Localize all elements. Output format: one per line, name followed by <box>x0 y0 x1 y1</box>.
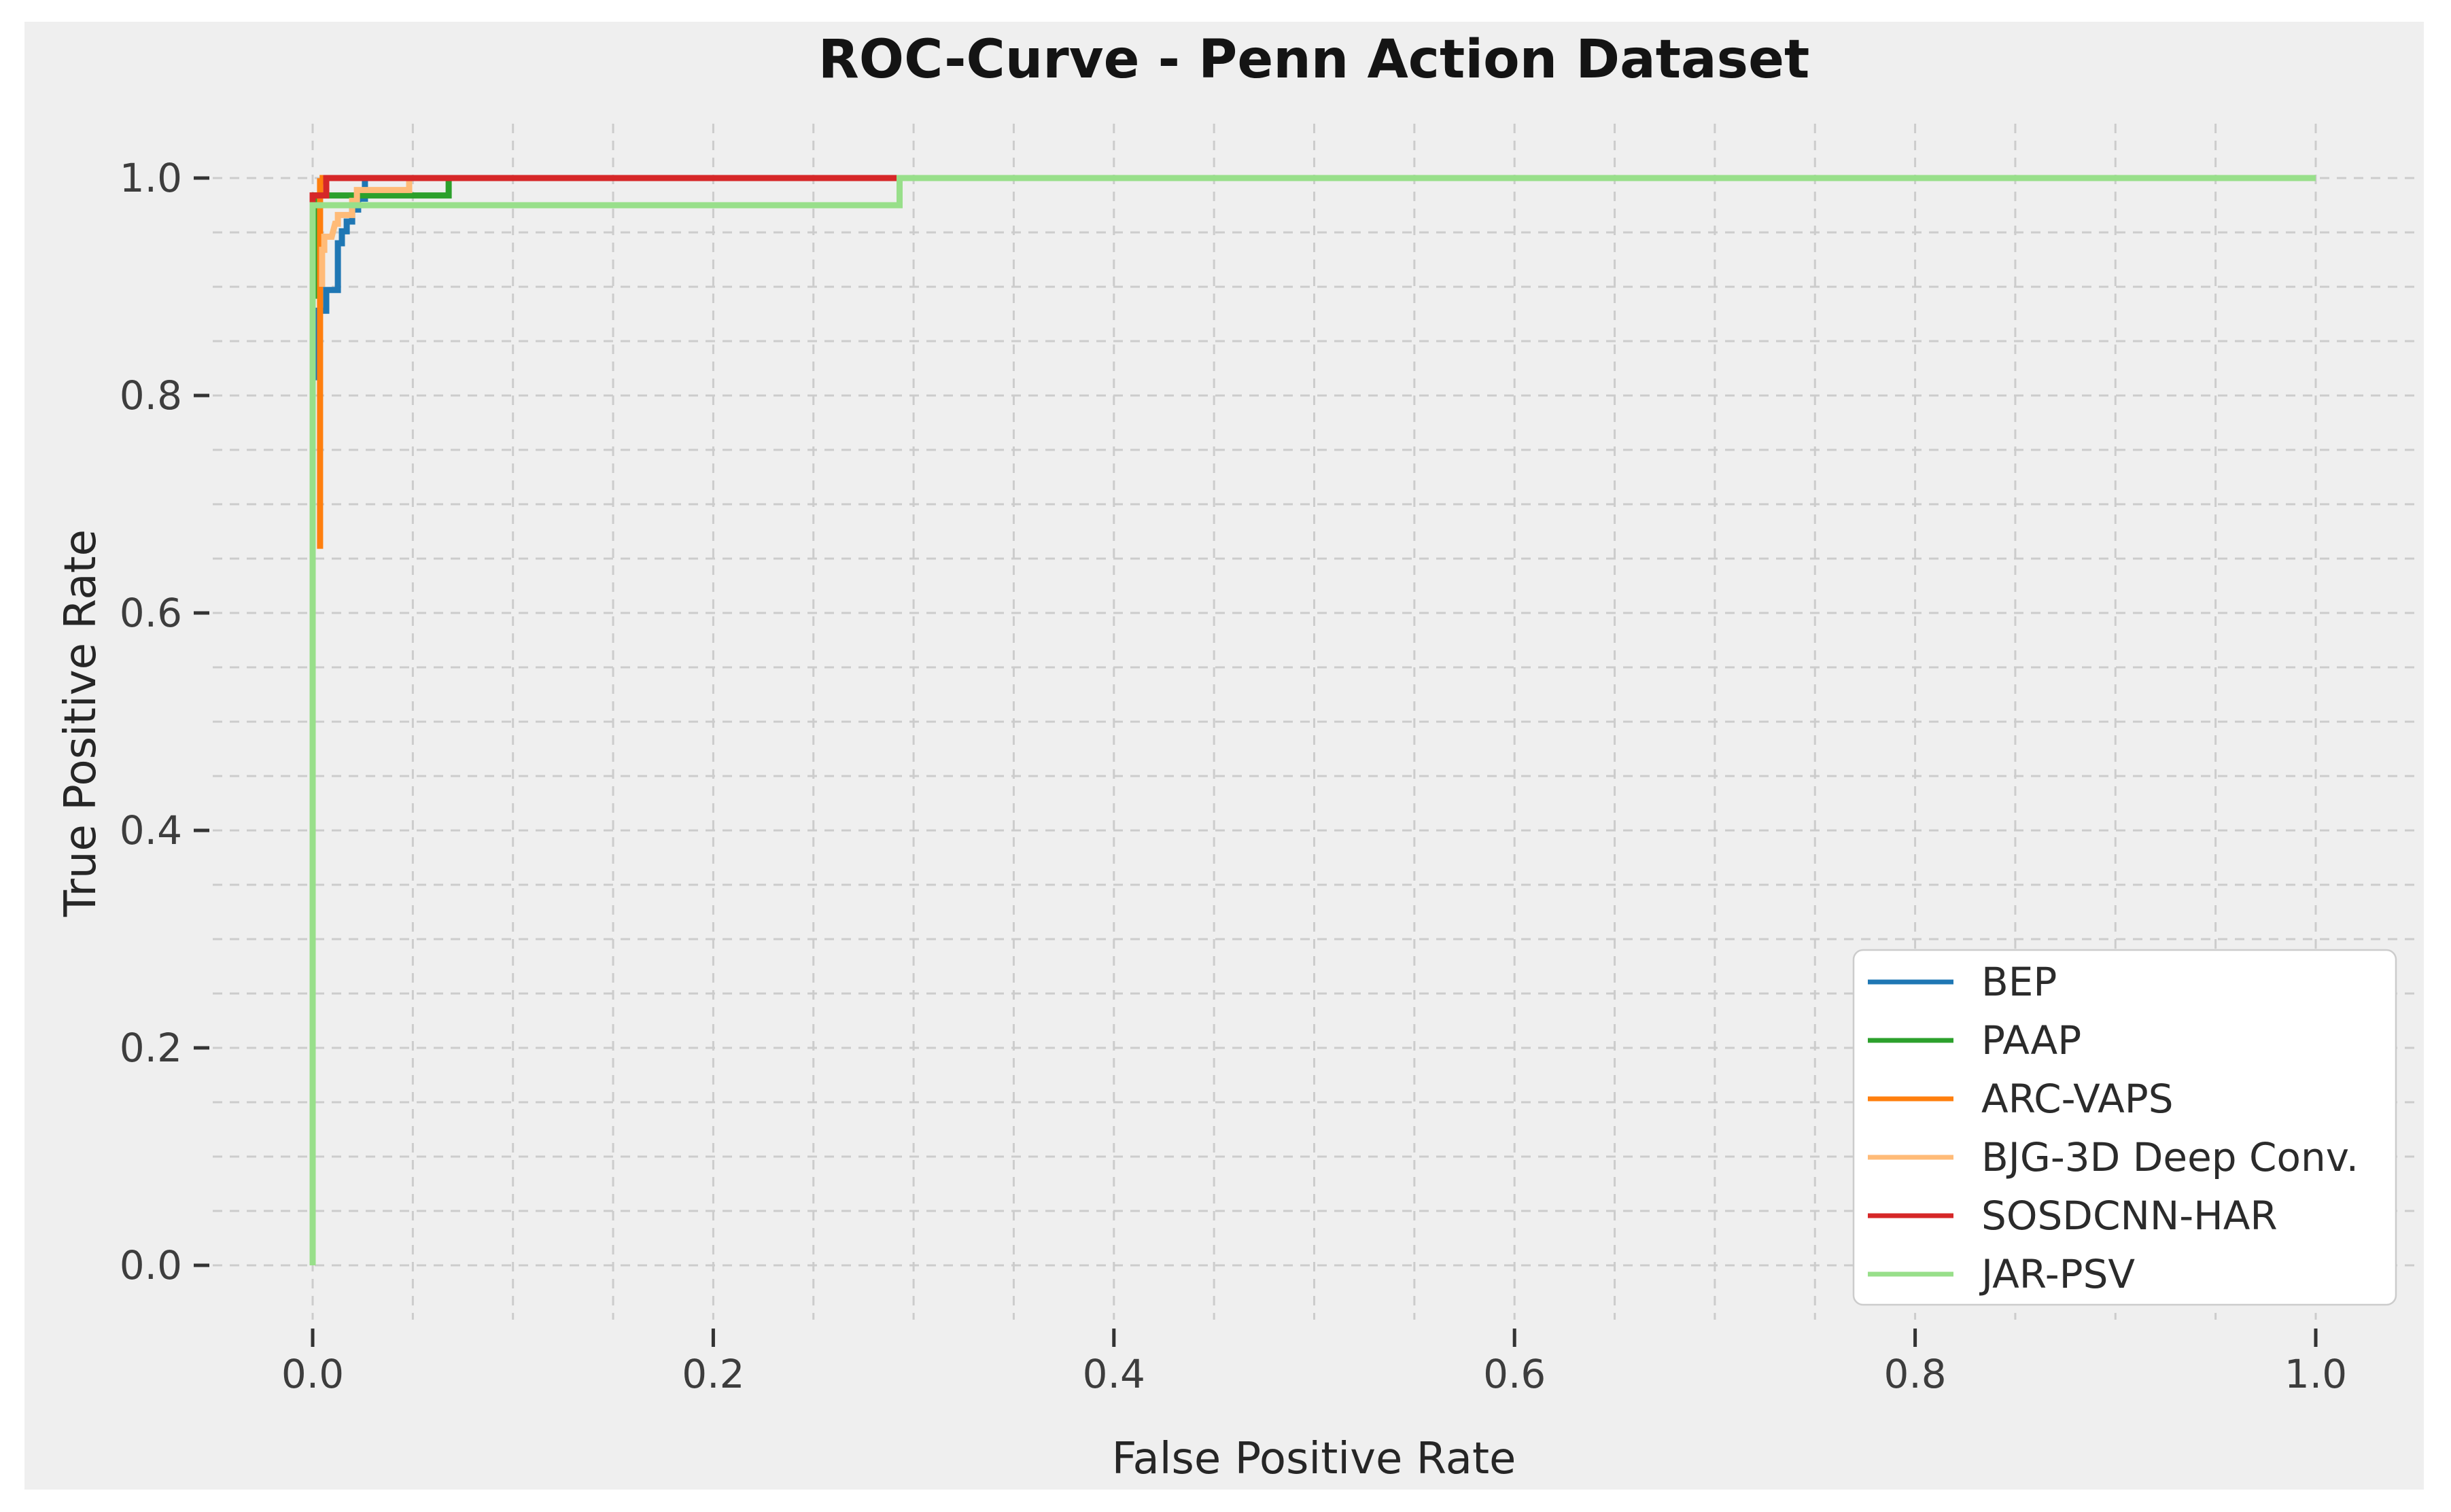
legend-label-paap: PAAP <box>1981 1017 2081 1063</box>
legend-label-bjg-3d-deep-conv-: BJG-3D Deep Conv. <box>1981 1134 2359 1180</box>
roc-curve-bep <box>313 175 2316 381</box>
x-tick-label: 0.2 <box>682 1351 744 1397</box>
axis-tick-labels: 0.0 0.2 0.4 0.6 0.8 1.0 0.0 0.2 0.4 0.6 0.8 1.0 <box>120 155 2347 1397</box>
y-tick-label: 1.0 <box>120 155 182 201</box>
x-tick-label: 1.0 <box>2284 1351 2347 1397</box>
x-tick-label: 0.0 <box>281 1351 344 1397</box>
x-axis-label: False Positive Rate <box>1112 1434 1516 1484</box>
legend-background <box>1852 949 2397 1306</box>
x-tick-label: 0.4 <box>1083 1351 1145 1397</box>
x-tick-label: 0.8 <box>1883 1351 1946 1397</box>
legend-label-bep: BEP <box>1981 959 2057 1005</box>
chart-title: ROC-Curve - Penn Action Dataset <box>818 29 1810 90</box>
y-tick-label: 0.0 <box>120 1242 182 1288</box>
roc-curves <box>309 175 2316 1265</box>
roc-curve-bjg-3d-deep-conv- <box>319 175 2316 287</box>
roc-curve-jar-psv <box>309 175 2316 1265</box>
legend-box: BEP PAAP ARC-VAPS BJG-3D Deep Conv. SOSDCNN-… <box>1852 949 2397 1306</box>
legend-label-jar-psv: JAR-PSV <box>1979 1251 2135 1297</box>
legend-label-arc-vaps: ARC-VAPS <box>1981 1076 2174 1122</box>
y-tick-label: 0.8 <box>120 372 182 419</box>
y-axis-label: True Positive Rate <box>56 529 106 917</box>
legend-label-sosdcnn-har: SOSDCNN-HAR <box>1981 1193 2278 1239</box>
y-tick-label: 0.2 <box>120 1025 182 1071</box>
axis-ticks <box>194 176 2318 1347</box>
x-tick-label: 0.6 <box>1483 1351 1546 1397</box>
y-tick-label: 0.4 <box>120 807 182 854</box>
y-tick-label: 0.6 <box>120 590 182 636</box>
